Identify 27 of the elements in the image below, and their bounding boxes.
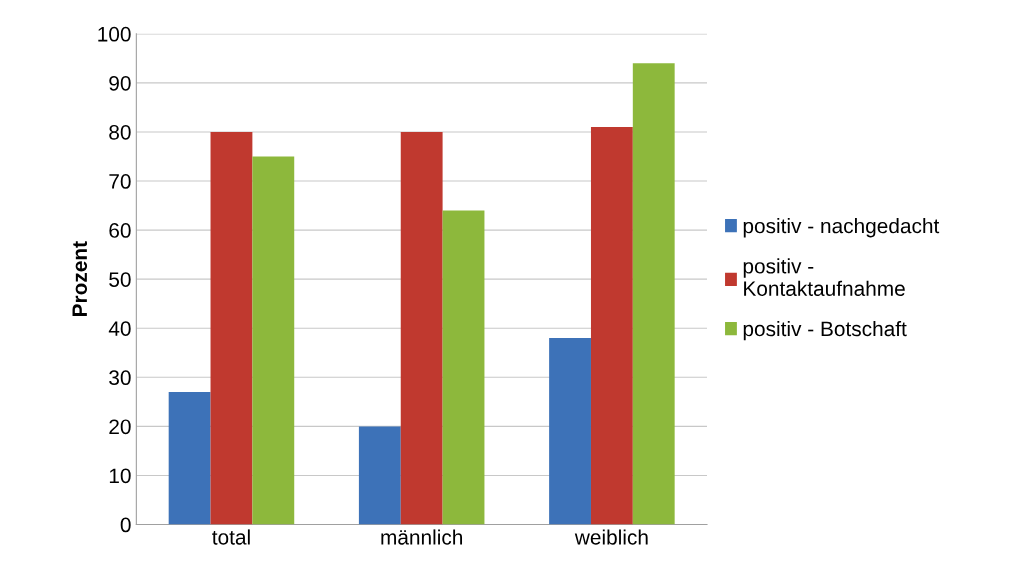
- y-tick-label: 80: [109, 124, 131, 140]
- y-tick-label: 70: [109, 174, 131, 189]
- y-tick-label: 100: [98, 26, 131, 42]
- bar: [632, 63, 675, 525]
- bar: [168, 392, 211, 525]
- legend-label: positiv - nachgedacht: [743, 218, 940, 238]
- bar: [400, 131, 443, 525]
- y-tick-label: 20: [109, 419, 131, 435]
- bar: [358, 426, 401, 525]
- bar: [210, 131, 253, 525]
- y-tick-label: 90: [109, 75, 131, 91]
- bar: [590, 127, 633, 525]
- y-tick-label: 30: [109, 370, 131, 386]
- bar: [252, 156, 295, 525]
- x-tick-label: total: [212, 529, 250, 545]
- bar: [549, 338, 591, 525]
- legend-label: positiv - Botschaft: [743, 320, 907, 341]
- x-tick-label: weiblich: [574, 529, 648, 545]
- y-tick-label: 60: [109, 223, 131, 238]
- x-tick-label: männlich: [381, 529, 463, 545]
- bar: [442, 210, 485, 525]
- y-tick-label: 40: [108, 321, 131, 336]
- legend-label: positiv - Kontaktaufnahme: [743, 258, 905, 296]
- y-tick-label: 10: [109, 468, 131, 484]
- y-axis-title: Prozent: [72, 241, 88, 316]
- y-tick-label: 0: [120, 517, 131, 533]
- y-tick-label: 50: [109, 272, 131, 287]
